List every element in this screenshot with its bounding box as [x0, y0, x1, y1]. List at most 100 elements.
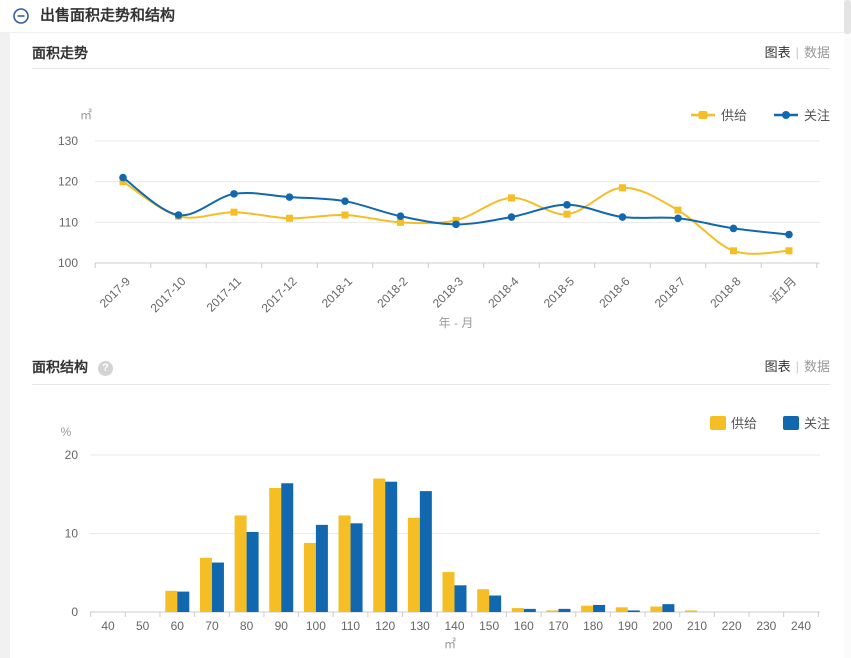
panel-title-area-trend: 面积走势 — [32, 45, 88, 61]
data-point — [341, 197, 349, 205]
data-point — [341, 211, 349, 219]
data-point — [119, 178, 127, 186]
x-tick-label: 2017-9 — [97, 274, 134, 311]
y-tick-label: 110 — [59, 215, 78, 229]
bar-供给 — [685, 610, 698, 612]
x-tick-label: 240 — [791, 619, 811, 633]
bar-供给 — [407, 517, 420, 612]
bar-供给 — [477, 589, 490, 612]
help-icon[interactable]: ? — [98, 361, 113, 376]
data-point — [619, 184, 626, 192]
y-tick-label: 10 — [65, 527, 79, 541]
x-tick-label: 2018-5 — [541, 274, 578, 311]
bar-供给 — [269, 487, 282, 612]
bar-关注 — [662, 604, 675, 612]
x-tick-label: 2018-6 — [596, 274, 633, 311]
legend-item-attention[interactable]: 关注 — [773, 105, 830, 124]
data-point — [785, 230, 793, 239]
y-tick-label: 120 — [58, 175, 78, 189]
collapse-circle-minus-icon[interactable] — [13, 8, 29, 24]
x-tick-label: 2017-12 — [259, 274, 300, 315]
bar-供给 — [581, 605, 594, 612]
bar-关注 — [246, 531, 259, 612]
data-point — [674, 206, 682, 214]
data-point — [618, 213, 627, 221]
bar-关注 — [558, 608, 571, 612]
x-tick-label: 100 — [306, 619, 326, 633]
bar-关注 — [489, 595, 502, 612]
y-axis-unit: ㎡ — [80, 108, 92, 122]
tab-separator: | — [795, 45, 799, 60]
x-tick-label: 70 — [205, 619, 219, 633]
tab-data-view[interactable]: 数据 — [803, 359, 830, 374]
bar-关注 — [454, 585, 467, 612]
x-tick-label: 180 — [583, 619, 603, 633]
panel-area-structure-header: 面积结构? 图表 | 数据 — [32, 356, 830, 378]
bar-供给 — [511, 608, 524, 612]
x-tick-label: 230 — [756, 619, 776, 633]
y-tick-label: 0 — [71, 605, 78, 619]
supply-square-swatch-icon — [709, 415, 726, 430]
x-tick-label: 150 — [479, 619, 499, 633]
bar-供给 — [442, 571, 455, 612]
data-point — [396, 212, 405, 221]
legend-label-attention: 关注 — [803, 416, 830, 431]
tab-data-view[interactable]: 数据 — [803, 45, 830, 60]
bar-关注 — [315, 524, 328, 612]
bar-关注 — [211, 562, 224, 612]
x-tick-label: 200 — [652, 619, 672, 633]
x-tick-label: 80 — [240, 619, 254, 633]
legend-label-attention: 关注 — [803, 108, 830, 123]
x-tick-label: 2018-7 — [652, 274, 689, 311]
bar-供给 — [234, 515, 247, 612]
data-point — [452, 216, 460, 224]
tab-chart-view[interactable]: 图表 — [764, 45, 791, 60]
x-tick-label: 170 — [548, 619, 568, 633]
y-tick-label: 100 — [58, 256, 78, 270]
attention-line-marker-icon — [773, 109, 799, 121]
supply-line-marker-icon — [690, 109, 716, 121]
scrollbar[interactable] — [844, 0, 851, 658]
tab-chart-view[interactable]: 图表 — [764, 359, 791, 374]
data-point — [230, 190, 238, 198]
panel-area-trend-header: 面积走势 图表 | 数据 — [32, 42, 830, 64]
data-point — [285, 193, 294, 201]
y-tick-label: 20 — [65, 448, 79, 462]
legend-label-supply: 供给 — [720, 108, 747, 123]
bar-供给 — [199, 557, 212, 612]
bar-关注 — [523, 608, 536, 612]
bar-关注 — [627, 610, 640, 612]
x-tick-label: 120 — [375, 619, 395, 633]
bar-关注 — [385, 481, 398, 612]
section-header: 出售面积走势和结构 — [0, 0, 851, 33]
data-point — [508, 194, 515, 202]
y-tick-label: 130 — [58, 134, 78, 148]
x-tick-label: 210 — [687, 619, 707, 633]
x-axis-title: 年 - 月 — [439, 316, 474, 330]
x-tick-label: 2018-8 — [707, 274, 744, 311]
data-point — [507, 213, 516, 221]
x-tick-label: 60 — [171, 619, 185, 633]
data-point — [730, 247, 737, 255]
x-tick-label: 40 — [101, 619, 115, 633]
data-point — [785, 247, 793, 255]
line-chart-legend: 供给 关注 — [690, 105, 830, 124]
scrollbar-thumb[interactable] — [844, 0, 851, 34]
x-tick-label: 190 — [618, 619, 638, 633]
page-title: 出售面积走势和结构 — [40, 7, 176, 24]
data-point — [397, 218, 404, 226]
legend-item-attention[interactable]: 关注 — [782, 413, 830, 432]
view-switch-area-trend: 图表 | 数据 — [765, 42, 830, 64]
x-tick-label: 2018-2 — [374, 274, 411, 311]
bar-供给 — [650, 606, 663, 612]
bar-供给 — [303, 542, 316, 612]
bar-关注 — [419, 491, 432, 612]
attention-square-swatch-icon — [782, 415, 799, 430]
x-tick-label: 160 — [514, 619, 534, 633]
y-axis-unit: % — [61, 425, 72, 439]
legend-item-supply[interactable]: 供给 — [690, 105, 747, 124]
bar-关注 — [281, 483, 294, 612]
legend-item-supply[interactable]: 供给 — [709, 413, 757, 432]
